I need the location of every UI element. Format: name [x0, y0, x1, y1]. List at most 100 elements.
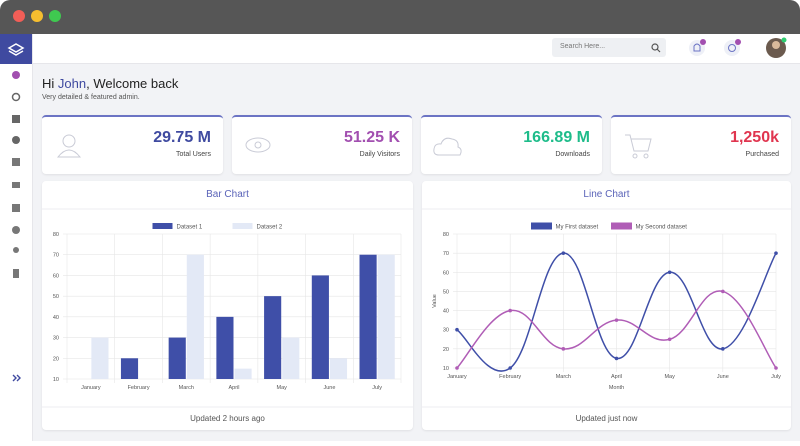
- line-point: [721, 289, 725, 294]
- bar: [377, 254, 395, 379]
- search-placeholder: Search Here...: [560, 43, 606, 50]
- bar: [120, 358, 139, 379]
- legend-swatch: [232, 223, 253, 229]
- bar: [186, 254, 204, 379]
- x-tick-label: July: [771, 374, 781, 380]
- x-tick-label: February: [128, 385, 150, 391]
- bar: [264, 296, 282, 379]
- line-point: [774, 366, 778, 370]
- y-tick-label: 40: [53, 315, 59, 321]
- y-tick-label: 60: [53, 273, 59, 279]
- nav-pages[interactable]: [12, 115, 20, 123]
- search-box[interactable]: Search Here...: [552, 38, 666, 57]
- chart: Bar Chart Updated 2 hours ago Dataset 1 Dat…: [42, 189, 413, 423]
- stat-card: 1,250k Purchased: [611, 115, 791, 174]
- topbar-icons: [689, 37, 787, 58]
- stat-icon: [56, 134, 82, 158]
- x-tick-label: June: [717, 374, 729, 380]
- line-point: [667, 270, 672, 275]
- stat-icon: [245, 137, 271, 153]
- maximize-button[interactable]: [49, 10, 61, 22]
- y-tick-label: 30: [443, 328, 449, 334]
- legend-swatch: [611, 222, 632, 230]
- stat-icon: [433, 137, 462, 156]
- icon-shape: [625, 134, 652, 152]
- nav-grid[interactable]: [12, 204, 20, 212]
- nav-tables[interactable]: [12, 158, 20, 166]
- y-tick-label: 20: [53, 356, 59, 362]
- chart-title: Bar Chart: [206, 189, 249, 200]
- line-point: [774, 251, 778, 255]
- logo-icon: [7, 43, 25, 56]
- line-point: [455, 327, 459, 332]
- sidebar: [0, 34, 33, 441]
- x-tick-label: March: [556, 374, 571, 380]
- logo[interactable]: [0, 34, 32, 64]
- y-axis-label: Value: [432, 294, 438, 308]
- window-controls: [13, 10, 61, 22]
- line-point: [721, 347, 725, 351]
- y-tick-label: 40: [443, 309, 449, 315]
- chart-footer: Updated 2 hours ago: [190, 414, 265, 423]
- bell-icon: [693, 43, 701, 52]
- legend-label: My Second dataset: [636, 225, 688, 231]
- line-point: [561, 251, 566, 255]
- y-tick-label: 10: [53, 377, 59, 383]
- close-button[interactable]: [13, 10, 25, 22]
- chart-title: Line Chart: [583, 189, 629, 200]
- chart-footer: Updated just now: [576, 414, 638, 423]
- bar: [91, 337, 109, 379]
- message-icon: [728, 44, 736, 52]
- minimize-button[interactable]: [31, 10, 43, 22]
- welcome-message: , Welcome back: [86, 76, 179, 91]
- nav-dashboard[interactable]: [12, 71, 20, 79]
- x-tick-label: February: [499, 374, 521, 380]
- chart-card: Line Chart Updated just now My First datas…: [422, 181, 791, 430]
- legend-label: My First dataset: [556, 225, 599, 231]
- legend-label: Dataset 2: [257, 225, 283, 231]
- bar: [216, 316, 234, 379]
- stat-card: 51.25 K Daily Visitors: [232, 115, 412, 174]
- stat-value: 166.89 M: [523, 129, 590, 146]
- legend-swatch: [152, 223, 173, 229]
- bar: [282, 337, 300, 379]
- y-tick-label: 80: [443, 232, 449, 238]
- y-tick-label: 50: [53, 294, 59, 300]
- y-tick-label: 70: [53, 253, 59, 259]
- message-badge: [735, 39, 741, 45]
- line-point: [561, 347, 566, 351]
- nav-charts[interactable]: [12, 136, 20, 144]
- stat-label: Daily Visitors: [359, 151, 400, 158]
- y-tick-label: 80: [53, 232, 59, 238]
- online-dot: [781, 37, 787, 43]
- bar: [311, 275, 329, 379]
- line-point: [614, 356, 619, 361]
- nav-settings[interactable]: [11, 92, 21, 102]
- y-tick-label: 50: [443, 289, 449, 295]
- x-tick-label: May: [664, 374, 675, 380]
- window-bar: [0, 0, 800, 34]
- line-point: [614, 318, 619, 322]
- x-tick-label: January: [447, 374, 467, 380]
- stat-icon: [625, 134, 652, 159]
- greeting: Hi: [42, 76, 55, 91]
- icon-shape: [254, 141, 262, 149]
- expand-sidebar[interactable]: [12, 374, 21, 382]
- topbar: Search Here...: [33, 34, 800, 64]
- stat-label: Purchased: [745, 151, 779, 158]
- nav-help[interactable]: [12, 226, 20, 234]
- stat-value: 29.75 M: [153, 129, 211, 146]
- x-tick-label: April: [228, 385, 239, 391]
- welcome-subtitle: Very detailed & featured admin.: [42, 94, 140, 101]
- y-tick-label: 70: [443, 251, 449, 257]
- x-tick-label: May: [277, 385, 288, 391]
- nav-docs[interactable]: [13, 269, 19, 278]
- x-tick-label: April: [611, 374, 622, 380]
- line-point: [667, 337, 672, 342]
- bar: [359, 254, 377, 379]
- nav-mail[interactable]: [12, 182, 20, 188]
- stat-card: 166.89 M Downloads: [421, 115, 602, 174]
- icon-shape: [632, 153, 638, 159]
- nav-user[interactable]: [13, 247, 19, 253]
- notification-badge: [700, 39, 706, 45]
